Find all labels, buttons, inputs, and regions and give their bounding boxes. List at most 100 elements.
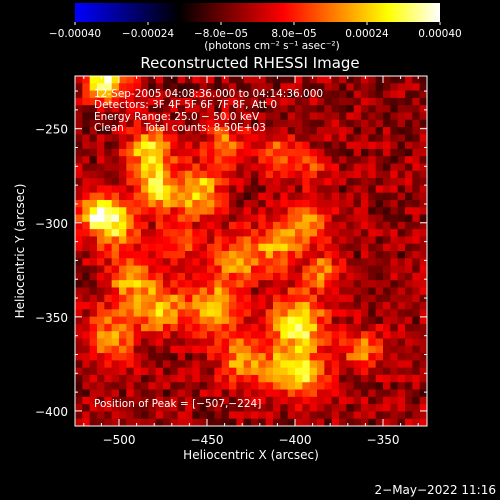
heatmap-cell [265,156,274,164]
heatmap-cell [163,148,171,157]
heatmap-cell [258,367,267,376]
heatmap-cell [104,105,113,113]
heatmap-cell [361,287,369,296]
heatmap-cell [141,105,149,113]
heatmap-cell [405,418,413,427]
heatmap-cell [155,76,164,84]
heatmap-cell [419,119,428,128]
heatmap-cell [317,141,325,150]
heatmap-cell [280,345,289,354]
heatmap-cell [309,345,318,354]
heatmap-cell [280,280,289,288]
heatmap-cell [192,258,201,266]
heatmap-cell [82,382,91,390]
heatmap-cell [419,309,428,317]
heatmap-cell [295,134,303,142]
heatmap-cell [397,148,406,157]
heatmap-cell [251,389,259,398]
heatmap-cell [331,207,340,215]
heatmap-cell [251,287,259,296]
heatmap-cell [141,280,149,288]
heatmap-cell [390,382,399,390]
heatmap-cell [221,309,230,317]
heatmap-cell [155,338,164,347]
heatmap-cell [199,192,208,201]
heatmap-cell [331,302,340,310]
heatmap-cell [126,353,135,361]
heatmap-cell [273,199,281,208]
heatmap-cell [229,418,237,427]
heatmap-cell [104,396,113,405]
heatmap-cell [82,119,91,128]
heatmap-cell [412,323,421,332]
heatmap-cell [375,331,384,339]
heatmap-cell [368,134,377,142]
heatmap-cell [287,382,296,390]
heatmap-cell [177,272,186,281]
heatmap-cell [353,316,362,325]
heatmap-cell [265,360,274,369]
heatmap-cell [192,280,201,288]
heatmap-cell [214,316,223,325]
heatmap-cell [126,389,135,398]
heatmap-cell [82,404,91,412]
heatmap-cell [419,90,428,99]
heatmap-cell [368,353,377,361]
heatmap-cell [397,360,406,369]
heatmap-cell [331,323,340,332]
heatmap-cell [104,280,113,288]
heatmap-cell [324,170,333,179]
heatmap-cell [353,309,362,317]
heatmap-cell [82,396,91,405]
heatmap-cell [383,404,391,412]
heatmap-cell [405,192,413,201]
heatmap-cell [412,360,421,369]
heatmap-cell [339,353,347,361]
heatmap-cell [97,287,105,296]
heatmap-cell [221,105,230,113]
heatmap-cell [375,185,384,194]
heatmap-cell [368,382,377,390]
heatmap-cell [126,112,135,121]
heatmap-cell [302,112,311,121]
heatmap-cell [221,207,230,215]
heatmap-cell [287,163,296,172]
heatmap-cell [185,331,193,339]
heatmap-cell [346,302,355,310]
heatmap-cell [104,367,113,376]
heatmap-cell [251,331,259,339]
heatmap-cell [221,258,230,266]
heatmap-cell [265,251,274,259]
heatmap-cell [177,134,186,142]
heatmap-cell [177,127,186,135]
heatmap-cell [265,382,274,390]
heatmap-cell [397,418,406,427]
heatmap-cell [251,280,259,288]
heatmap-cell [265,287,274,296]
heatmap-cell [236,367,245,376]
heatmap-cell [317,105,325,113]
heatmap-cell [89,382,98,390]
heatmap-cell [295,119,303,128]
heatmap-cell [119,302,127,310]
heatmap-cell [324,148,333,157]
heatmap-cell [207,170,215,179]
heatmap-cell [368,178,377,186]
heatmap-cell [353,367,362,376]
heatmap-cell [170,404,179,412]
heatmap-cell [265,199,274,208]
heatmap-cell [353,251,362,259]
heatmap-cell [243,323,252,332]
heatmap-cell [214,418,223,427]
heatmap-cell [383,105,391,113]
heatmap-cell [339,97,347,106]
heatmap-cell [170,265,179,274]
heatmap-cell [295,251,303,259]
heatmap-cell [243,97,252,106]
heatmap-cell [148,382,157,390]
heatmap-cell [251,192,259,201]
heatmap-cell [295,207,303,215]
heatmap-cell [199,112,208,121]
heatmap-cell [207,309,215,317]
heatmap-cell [133,214,142,223]
